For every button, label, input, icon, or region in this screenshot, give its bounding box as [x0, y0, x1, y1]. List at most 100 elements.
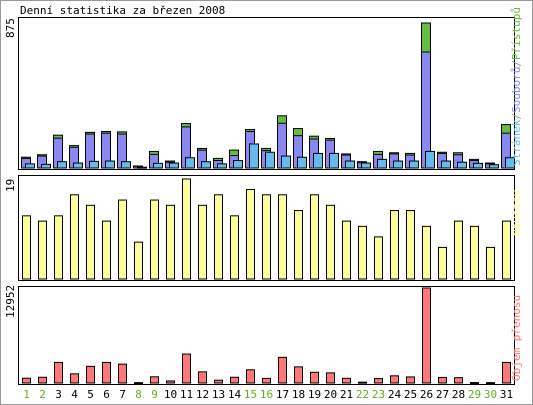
x-tick-label: 2	[39, 388, 46, 401]
top-legend: Stránek/Souborů/Přístupů	[510, 7, 523, 166]
pages-bar	[73, 162, 83, 169]
pages-bar	[329, 152, 339, 169]
files-bar	[421, 51, 431, 169]
visits-bar	[230, 215, 239, 280]
pages-bar	[25, 163, 35, 169]
visits-bar	[326, 204, 335, 280]
pages-bar	[361, 162, 371, 169]
volume-bar	[246, 369, 255, 384]
pages-bar	[201, 161, 211, 169]
pages-bar	[169, 162, 179, 169]
pages-bar	[297, 156, 307, 169]
x-tick-label: 8	[135, 388, 142, 401]
visits-bar	[102, 220, 111, 280]
pages-bar	[345, 160, 355, 169]
volume-bar	[198, 371, 207, 384]
x-tick-label: 21	[340, 388, 353, 401]
bottom-legend: Objem přenosu	[510, 295, 523, 381]
x-tick-label: 11	[180, 388, 193, 401]
visits-bar	[358, 225, 367, 280]
pages-bar	[137, 166, 147, 169]
pages-bar	[217, 163, 227, 169]
volume-bar	[150, 376, 159, 384]
panel-bottom-frame	[18, 286, 515, 385]
volume-bar	[102, 361, 111, 384]
visits-bar	[54, 215, 63, 280]
visits-bar	[166, 204, 175, 280]
x-tick-label: 18	[292, 388, 305, 401]
x-tick-label: 14	[228, 388, 242, 401]
pages-bar	[105, 160, 115, 169]
x-tick-label: 20	[324, 388, 337, 401]
x-tick-label: 12	[196, 388, 209, 401]
top-panel-bars	[21, 22, 515, 169]
pages-bar	[505, 157, 515, 169]
volume-bar	[22, 377, 31, 384]
legend-entry: Souborů	[510, 67, 523, 113]
volume-bar	[214, 379, 223, 384]
visits-bar	[246, 189, 255, 280]
volume-bar	[262, 377, 271, 384]
middle-ymax-label: 19	[4, 179, 17, 192]
x-axis-labels: 1 2 3 4 5 6 7 8 9 10 11 12 13 14 15 16 17 18 19 20 21 22 23 24 2…	[23, 388, 513, 401]
pages-bar	[441, 160, 451, 169]
x-tick-label: 24	[388, 388, 402, 401]
chart-title: Denní statistika za březen 2008	[20, 4, 225, 17]
legend-entry: Objem přenosu	[510, 295, 523, 381]
volume-bar	[310, 371, 319, 384]
x-tick-label: 4	[71, 388, 78, 401]
volume-bar	[454, 377, 463, 384]
visits-bar	[134, 241, 143, 280]
x-tick-label: 17	[276, 388, 289, 401]
volume-bar	[118, 363, 127, 384]
x-tick-label: 7	[119, 388, 126, 401]
pages-bar	[121, 161, 131, 169]
volume-bar	[470, 382, 479, 385]
visits-bar	[502, 220, 511, 280]
volume-bar	[278, 356, 287, 384]
volume-bar	[406, 376, 415, 384]
pages-bar	[457, 161, 467, 169]
visits-bar	[70, 194, 79, 280]
visits-bar	[390, 210, 399, 280]
volume-bar	[326, 372, 335, 384]
x-tick-label: 19	[308, 388, 321, 401]
x-tick-label: 27	[436, 388, 449, 401]
visits-bar	[22, 215, 31, 280]
visits-bar	[310, 194, 319, 280]
x-tick-label: 3	[55, 388, 62, 401]
pages-bar	[409, 160, 419, 169]
x-tick-label: 5	[87, 388, 94, 401]
x-tick-label: 6	[103, 388, 110, 401]
top-ymax-label: 875	[4, 18, 17, 38]
visits-bar	[438, 246, 447, 280]
visits-bar	[150, 199, 159, 280]
volume-bar	[166, 380, 175, 384]
bottom-ymax-label: 12952	[4, 285, 17, 318]
visits-bar	[118, 199, 127, 280]
bottom-panel-bars	[22, 287, 511, 385]
x-tick-label: 15	[244, 388, 257, 401]
pages-bar	[89, 160, 99, 169]
volume-bar	[294, 366, 303, 384]
legend-entry: /	[510, 113, 523, 120]
visits-bar	[38, 220, 47, 280]
volume-bar	[38, 376, 47, 384]
pages-bar	[425, 150, 435, 169]
legend-entry: Stránek	[510, 119, 523, 166]
visits-bar	[374, 236, 383, 280]
visits-bar	[182, 178, 191, 280]
pages-bar	[313, 152, 323, 169]
x-tick-label: 13	[212, 388, 225, 401]
volume-bar	[70, 373, 79, 384]
volume-bar	[182, 353, 191, 384]
volume-bar	[486, 382, 495, 385]
middle-legend: Návštěv	[510, 189, 523, 236]
pages-bar	[249, 143, 259, 169]
x-tick-label: 29	[468, 388, 481, 401]
pages-bar	[281, 155, 291, 169]
x-tick-label: 26	[420, 388, 433, 401]
x-tick-label: 30	[484, 388, 497, 401]
